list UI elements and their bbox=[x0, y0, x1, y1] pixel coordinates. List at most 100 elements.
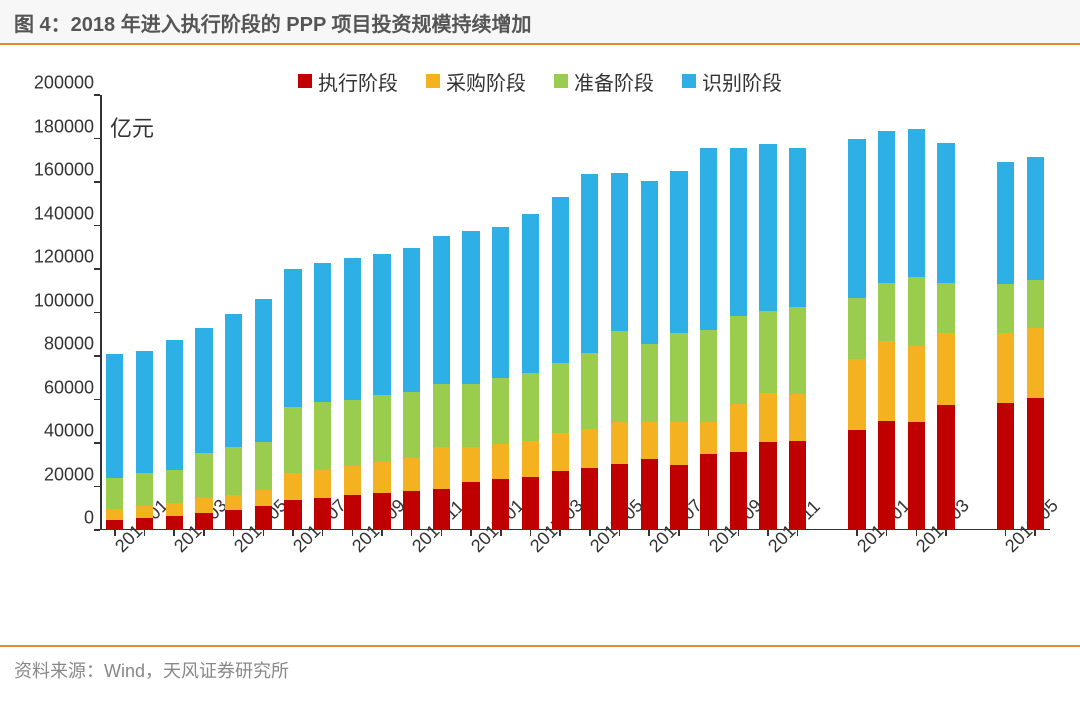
bar-segment-exec bbox=[552, 471, 569, 530]
bar-segment-exec bbox=[314, 498, 331, 530]
x-tick bbox=[114, 530, 116, 536]
bar-segment-ident bbox=[581, 174, 598, 352]
legend-swatch-prep bbox=[554, 74, 568, 88]
legend: 执行阶段采购阶段准备阶段识别阶段 bbox=[0, 63, 1080, 99]
bar-segment-ident bbox=[670, 171, 687, 333]
legend-swatch-exec bbox=[298, 74, 312, 88]
bar-segment-proc bbox=[700, 422, 717, 454]
bar-segment-prep bbox=[255, 442, 272, 490]
bar-segment-ident bbox=[789, 148, 806, 307]
bar-segment-exec bbox=[908, 422, 925, 530]
bar bbox=[373, 254, 390, 530]
legend-item-ident: 识别阶段 bbox=[682, 67, 782, 96]
bar bbox=[255, 299, 272, 530]
y-tick-label: 0 bbox=[84, 508, 100, 529]
bar-segment-ident bbox=[403, 248, 420, 392]
bar-segment-exec bbox=[225, 510, 242, 530]
bar-segment-ident bbox=[433, 236, 450, 384]
bar bbox=[670, 171, 687, 530]
bar-segment-ident bbox=[106, 354, 123, 478]
bar-segment-exec bbox=[195, 513, 212, 530]
bar-segment-prep bbox=[700, 330, 717, 422]
bar bbox=[789, 148, 806, 530]
x-tick bbox=[648, 530, 650, 536]
x-tick bbox=[886, 530, 888, 536]
bar-segment-ident bbox=[700, 148, 717, 330]
bar-segment-proc bbox=[195, 498, 212, 512]
bar-segment-proc bbox=[106, 509, 123, 520]
bar bbox=[344, 258, 361, 530]
x-tick bbox=[945, 530, 947, 536]
bar-segment-ident bbox=[344, 258, 361, 399]
bar-segment-prep bbox=[106, 478, 123, 510]
y-tick-label: 40000 bbox=[44, 421, 100, 442]
x-tick bbox=[352, 530, 354, 536]
x-tick bbox=[1034, 530, 1036, 536]
bar-segment-prep bbox=[581, 353, 598, 429]
bar-segment-prep bbox=[670, 333, 687, 422]
axis-line bbox=[100, 95, 102, 530]
x-tick bbox=[500, 530, 502, 536]
bar-segment-proc bbox=[255, 490, 272, 506]
bar-segment-prep bbox=[908, 277, 925, 347]
bar-segment-prep bbox=[522, 373, 539, 440]
bar-segment-proc bbox=[344, 466, 361, 495]
bar-segment-proc bbox=[670, 422, 687, 464]
bar-segment-exec bbox=[284, 500, 301, 530]
bar bbox=[225, 314, 242, 530]
bar bbox=[136, 351, 153, 530]
bar bbox=[314, 262, 331, 530]
bar-segment-proc bbox=[848, 359, 865, 430]
bar-segment-exec bbox=[611, 464, 628, 530]
bar-segment-proc bbox=[552, 433, 569, 471]
bar-segment-proc bbox=[373, 462, 390, 494]
bar-segment-proc bbox=[997, 333, 1014, 403]
legend-label-ident: 识别阶段 bbox=[702, 67, 782, 96]
bar-segment-proc bbox=[611, 422, 628, 463]
y-tick bbox=[94, 312, 100, 314]
x-tick bbox=[738, 530, 740, 536]
bar-segment-proc bbox=[641, 422, 658, 459]
bar-segment-prep bbox=[641, 344, 658, 422]
y-tick bbox=[94, 268, 100, 270]
legend-swatch-ident bbox=[682, 74, 696, 88]
bar-segment-ident bbox=[492, 227, 509, 378]
bar bbox=[462, 231, 479, 530]
bar-segment-exec bbox=[730, 452, 747, 530]
y-tick bbox=[94, 94, 100, 96]
bar-segment-prep bbox=[462, 384, 479, 447]
bar-segment-ident bbox=[314, 263, 331, 402]
bar bbox=[730, 148, 747, 530]
bar-segment-prep bbox=[433, 384, 450, 447]
legend-label-proc: 采购阶段 bbox=[446, 67, 526, 96]
bar-segment-proc bbox=[522, 441, 539, 477]
x-tick bbox=[678, 530, 680, 536]
bar-segment-prep bbox=[730, 316, 747, 404]
x-tick bbox=[263, 530, 265, 536]
bar-segment-proc bbox=[433, 447, 450, 488]
bar-segment-proc bbox=[759, 393, 776, 442]
bar-segment-proc bbox=[581, 429, 598, 468]
y-tick bbox=[94, 355, 100, 357]
bar bbox=[908, 129, 925, 530]
bar-segment-prep bbox=[403, 392, 420, 458]
bar-segment-prep bbox=[136, 473, 153, 506]
source-bar: 资料来源：Wind，天风证券研究所 bbox=[0, 647, 1080, 683]
bar-segment-proc bbox=[225, 495, 242, 510]
legend-item-prep: 准备阶段 bbox=[554, 67, 654, 96]
bar bbox=[492, 227, 509, 530]
chart-title-bar: 图 4：2018 年进入执行阶段的 PPP 项目投资规模持续增加 bbox=[0, 0, 1080, 43]
bar-segment-proc bbox=[492, 444, 509, 479]
bar-segment-proc bbox=[789, 394, 806, 441]
bar-segment-proc bbox=[166, 503, 183, 516]
bar-segment-ident bbox=[462, 231, 479, 384]
bar-segment-prep bbox=[759, 311, 776, 393]
bar-segment-proc bbox=[462, 447, 479, 482]
y-tick bbox=[94, 181, 100, 183]
bar bbox=[611, 173, 628, 530]
bar bbox=[433, 236, 450, 530]
bar-segment-ident bbox=[908, 129, 925, 277]
y-tick bbox=[94, 529, 100, 531]
bar-segment-exec bbox=[670, 465, 687, 530]
source-text: 资料来源：Wind，天风证券研究所 bbox=[14, 661, 289, 681]
